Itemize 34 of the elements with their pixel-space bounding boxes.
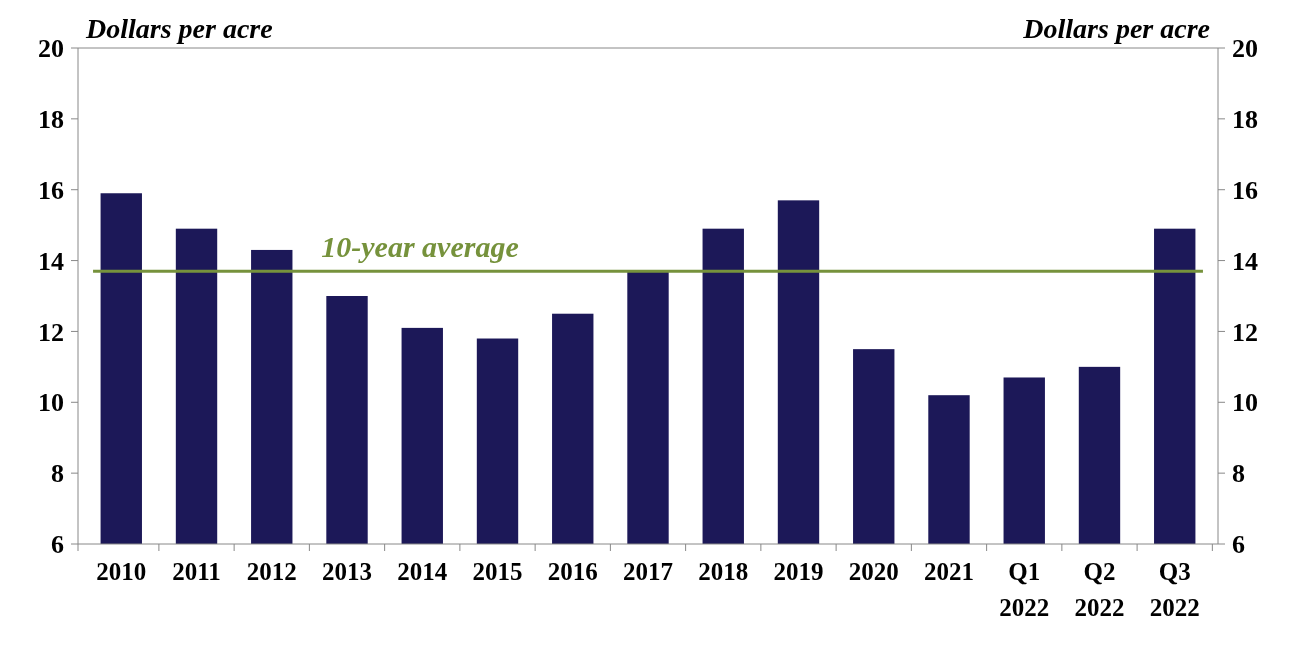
y2-tick-label: 8 [1232, 459, 1245, 489]
y-tick-label: 20 [38, 34, 64, 64]
x-tick-label: 2013 [322, 558, 373, 585]
x-tick-label: Q1 2022 [999, 558, 1050, 621]
x-tick-label: 2018 [698, 558, 749, 585]
x-tick-label: 2012 [246, 558, 297, 585]
y-tick-label: 6 [51, 530, 64, 560]
x-tick-label: Q3 2022 [1149, 558, 1200, 621]
y-tick-label: 18 [38, 104, 64, 134]
y2-tick-label: 18 [1232, 104, 1258, 134]
x-tick-label: 2011 [172, 558, 221, 585]
y-tick-label: 12 [38, 317, 64, 347]
x-tick-label: 2017 [623, 558, 673, 585]
y-tick-label: 16 [38, 175, 64, 205]
y2-tick-label: 12 [1232, 317, 1258, 347]
x-tick-label: 2020 [848, 558, 899, 585]
y2-tick-label: 20 [1232, 34, 1258, 64]
x-tick-label: 2021 [923, 558, 974, 585]
y-tick-label: 10 [38, 388, 64, 418]
x-tick-label: 2015 [472, 558, 523, 585]
x-tick-label: Q2 2022 [1074, 558, 1125, 621]
y2-tick-label: 6 [1232, 530, 1245, 560]
x-tick-label: 2019 [773, 558, 824, 585]
y2-axis-title: Dollars per acre [1022, 13, 1210, 44]
y2-tick-label: 16 [1232, 175, 1258, 205]
y-axis-title: Dollars per acre [85, 13, 273, 44]
ref-line-label: 10-year average [321, 230, 519, 264]
y-tick-label: 14 [38, 246, 64, 276]
x-tick-label: 2016 [547, 558, 598, 585]
x-tick-label: 2014 [397, 558, 448, 585]
y-tick-label: 8 [51, 459, 64, 489]
y2-tick-label: 10 [1232, 388, 1258, 418]
y2-tick-label: 14 [1232, 246, 1258, 276]
x-tick-label: 2010 [96, 558, 147, 585]
